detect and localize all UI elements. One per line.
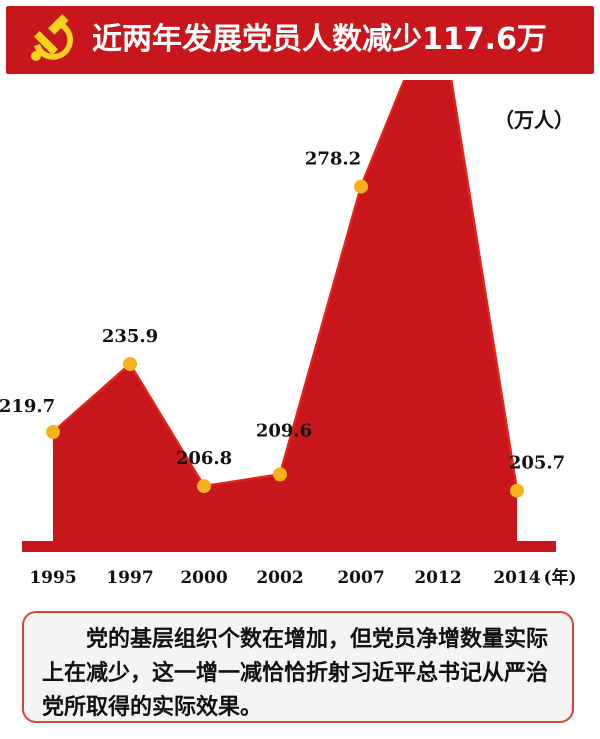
- data-label-2002: 209.6: [256, 420, 312, 441]
- data-point-2014: [510, 483, 524, 498]
- data-label-1997: 235.9: [102, 326, 158, 347]
- data-label-2007: 278.2: [305, 149, 361, 170]
- page-title: 近两年发展党员人数减少117.6万: [92, 22, 547, 57]
- y-unit-label: （万人）: [494, 108, 574, 132]
- data-point-1997: [123, 357, 137, 372]
- x-tick-2014: 2014: [493, 568, 540, 588]
- summary-note: 党的基层组织个数在增加，但党员净增数量实际上在减少，这一增一减恰恰折射习近平总书…: [22, 611, 574, 723]
- x-tick-1997: 1997: [106, 568, 153, 588]
- data-label-2000: 206.8: [176, 448, 232, 469]
- x-tick-2000: 2000: [180, 568, 227, 588]
- title-banner: 近两年发展党员人数减少117.6万: [6, 6, 594, 74]
- x-tick-2002: 2002: [256, 568, 303, 588]
- x-unit-label: (年): [543, 567, 576, 588]
- data-point-2000: [197, 479, 211, 494]
- x-tick-1995: 1995: [29, 568, 76, 588]
- data-label-1995: 219.7: [0, 396, 55, 417]
- hammer-sickle-icon: [31, 14, 74, 61]
- x-tick-2012: 2012: [414, 568, 461, 588]
- x-axis-baseline: [22, 541, 556, 552]
- data-point-2007: [354, 179, 368, 194]
- data-point-1995: [46, 425, 60, 439]
- x-tick-2007: 2007: [337, 568, 384, 588]
- data-point-2002: [273, 467, 287, 482]
- data-label-2014: 205.7: [509, 453, 565, 474]
